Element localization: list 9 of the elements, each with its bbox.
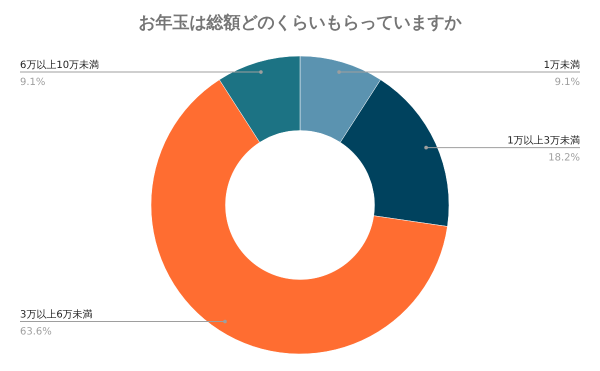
- chart-title: お年玉は総額どのくらいもらっていますか: [138, 13, 462, 33]
- data-label: 63.6%: [20, 326, 52, 338]
- slice-label: 3万以上6万未満: [20, 308, 93, 321]
- data-label: 9.1%: [554, 77, 580, 88]
- slice-label: 1万未満: [544, 59, 580, 72]
- data-label: 9.1%: [20, 77, 46, 88]
- data-label: 18.2%: [548, 152, 580, 164]
- slice-label: 6万以上10万未満: [20, 59, 100, 72]
- slice-label: 1万以上3万未満: [507, 134, 580, 147]
